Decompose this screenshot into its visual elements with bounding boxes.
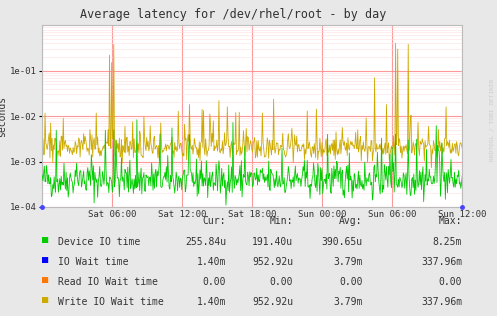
Text: Device IO time: Device IO time [58,237,140,247]
Text: 337.96m: 337.96m [421,297,462,307]
Text: IO Wait time: IO Wait time [58,257,129,267]
Text: 1.40m: 1.40m [197,257,226,267]
Text: ■: ■ [42,295,49,305]
Text: 3.79m: 3.79m [333,297,363,307]
Text: ■: ■ [42,235,49,246]
Text: ■: ■ [42,255,49,265]
Text: Avg:: Avg: [339,216,363,227]
Text: 952.92u: 952.92u [252,297,293,307]
Text: 0.00: 0.00 [270,277,293,287]
Text: 390.65u: 390.65u [322,237,363,247]
Text: Min:: Min: [270,216,293,227]
Text: 255.84u: 255.84u [185,237,226,247]
Text: Read IO Wait time: Read IO Wait time [58,277,158,287]
Text: RRDTOOL / TOBI OETIKER: RRDTOOL / TOBI OETIKER [490,79,495,161]
Text: 3.79m: 3.79m [333,257,363,267]
Text: 0.00: 0.00 [439,277,462,287]
Text: Average latency for /dev/rhel/root - by day: Average latency for /dev/rhel/root - by … [81,8,387,21]
Text: 337.96m: 337.96m [421,257,462,267]
Text: Max:: Max: [439,216,462,227]
Text: 8.25m: 8.25m [433,237,462,247]
Text: 0.00: 0.00 [203,277,226,287]
Text: 191.40u: 191.40u [252,237,293,247]
Text: 1.40m: 1.40m [197,297,226,307]
Text: ■: ■ [42,275,49,285]
Text: 952.92u: 952.92u [252,257,293,267]
Text: 0.00: 0.00 [339,277,363,287]
Text: Cur:: Cur: [203,216,226,227]
Text: Write IO Wait time: Write IO Wait time [58,297,164,307]
Y-axis label: seconds: seconds [0,95,7,137]
